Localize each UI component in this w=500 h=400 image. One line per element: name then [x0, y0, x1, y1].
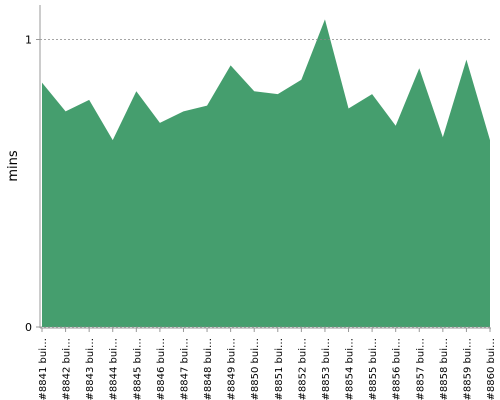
- y-tick-label: 0: [25, 321, 32, 334]
- x-tick-label: #8846 bui…: [156, 338, 167, 400]
- x-tick-label: #8860 bui…: [486, 338, 497, 400]
- x-tick-label: #8853 bui…: [321, 338, 332, 400]
- x-tick-label: #8851 bui…: [274, 338, 285, 400]
- x-tick-label: #8859 bui…: [462, 338, 473, 400]
- x-tick-label: #8843 bui…: [85, 338, 96, 400]
- x-tick-label: #8855 bui…: [368, 338, 379, 400]
- x-tick-label: #8844 bui…: [109, 338, 120, 400]
- x-tick-label: #8852 bui…: [297, 338, 308, 400]
- x-tick-label: #8857 bui…: [415, 338, 426, 400]
- x-tick-label: #8847 bui…: [179, 338, 190, 400]
- y-axis-label: mins: [6, 150, 21, 182]
- x-tick-label: #8841 bui…: [38, 338, 49, 400]
- y-tick-label: 1: [25, 34, 32, 47]
- area: [42, 19, 490, 327]
- x-tick-label: #8850 bui…: [250, 338, 261, 400]
- x-tick-label: #8845 bui…: [132, 338, 143, 400]
- x-tick-label: #8856 bui…: [392, 338, 403, 400]
- x-tick-label: #8842 bui…: [62, 338, 73, 400]
- x-tick-label: #8848 bui…: [203, 338, 214, 400]
- x-tick-label: #8854 bui…: [345, 338, 356, 400]
- x-tick-label: #8858 bui…: [439, 338, 450, 400]
- x-tick-label: #8849 bui…: [227, 338, 238, 400]
